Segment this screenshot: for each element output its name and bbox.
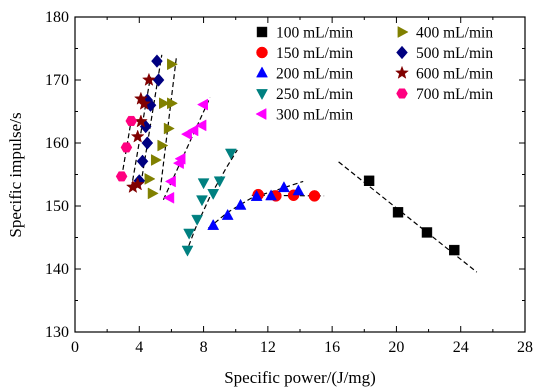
data-point [130,177,145,191]
fit-line [159,57,177,191]
data-points [115,54,460,257]
data-point [308,190,321,202]
data-point [196,195,208,207]
data-point [125,115,138,126]
data-point [392,207,404,218]
x-tick-label: 28 [517,339,533,356]
data-point [292,184,305,196]
legend-label: 400 mL/min [416,25,493,42]
legend-marker [255,108,267,120]
data-point [363,175,375,187]
data-point [147,187,159,200]
data-point [221,208,234,220]
data-point [144,172,156,185]
data-point [164,175,176,188]
data-point [137,96,152,110]
legend-marker [256,46,268,59]
data-point [250,189,263,201]
legend-marker [256,89,268,101]
data-point [207,189,220,200]
y-axis-title: Specific impulse/s [6,112,25,237]
legend-marker [256,66,268,78]
x-tick-label: 24 [453,339,469,356]
legend-label: 150 mL/min [276,45,353,62]
data-point [157,139,169,152]
y-tick-label: 160 [45,135,69,152]
data-point [120,142,133,153]
y-tick-label: 180 [45,9,69,26]
x-tick-label: 0 [71,339,79,356]
data-point [152,73,165,87]
data-point [449,244,460,256]
legend-marker [395,65,409,79]
data-point [167,97,179,110]
y-tick-label: 130 [45,324,69,341]
data-point [421,227,433,238]
data-point [115,171,128,182]
y-tick-label: 150 [45,198,69,215]
data-point [195,119,207,132]
legend-label: 300 mL/min [276,107,353,124]
legend-label: 600 mL/min [416,66,493,83]
legend-label: 250 mL/min [276,86,353,103]
ticks: 0 4 8 12 16 20 24 28 130 140 150 160 170 180 [45,9,533,356]
x-tick-label: 20 [388,339,404,356]
data-point [183,228,196,240]
legend: 100 mL/min 150 mL/min 200 mL/min 250 mL/min… [255,25,493,124]
fit-line [130,76,152,189]
data-point [141,72,156,86]
fit-line [140,54,163,185]
data-point [234,198,247,210]
data-point [207,218,220,230]
fit-line [185,149,238,254]
data-point [196,98,208,111]
data-point [265,189,277,201]
data-point [159,97,170,110]
data-point [174,152,186,165]
y-tick-label: 140 [45,261,69,278]
data-point [180,128,192,141]
x-tick-label: 8 [200,339,208,356]
fit-line [121,119,132,178]
data-point [136,154,149,168]
legend-label: 100 mL/min [276,25,353,42]
data-point [191,214,204,226]
legend-marker [396,45,408,60]
x-tick-label: 16 [324,339,340,356]
fit-line [208,180,304,229]
data-point [278,181,290,193]
x-axis-title: Specific power/(J/mg) [224,368,376,387]
data-point [187,124,199,137]
legend-label: 200 mL/min [276,66,353,83]
fit-line [338,161,478,273]
x-tick-label: 12 [260,339,276,356]
legend-label: 700 mL/min [416,86,493,103]
x-tick-label: 4 [135,339,143,356]
legend-label: 500 mL/min [416,45,493,62]
data-point [141,136,154,150]
data-point [213,176,226,188]
data-point [150,154,162,166]
data-point [224,148,237,160]
data-point [181,245,194,257]
legend-marker [396,88,408,99]
legend-marker [397,26,409,38]
data-point [130,129,145,143]
data-point [163,122,175,135]
data-point [151,54,163,68]
legend-marker [256,26,268,38]
data-point [167,58,179,71]
data-point [197,178,210,190]
y-tick-label: 170 [45,72,69,89]
data-point [163,191,175,204]
